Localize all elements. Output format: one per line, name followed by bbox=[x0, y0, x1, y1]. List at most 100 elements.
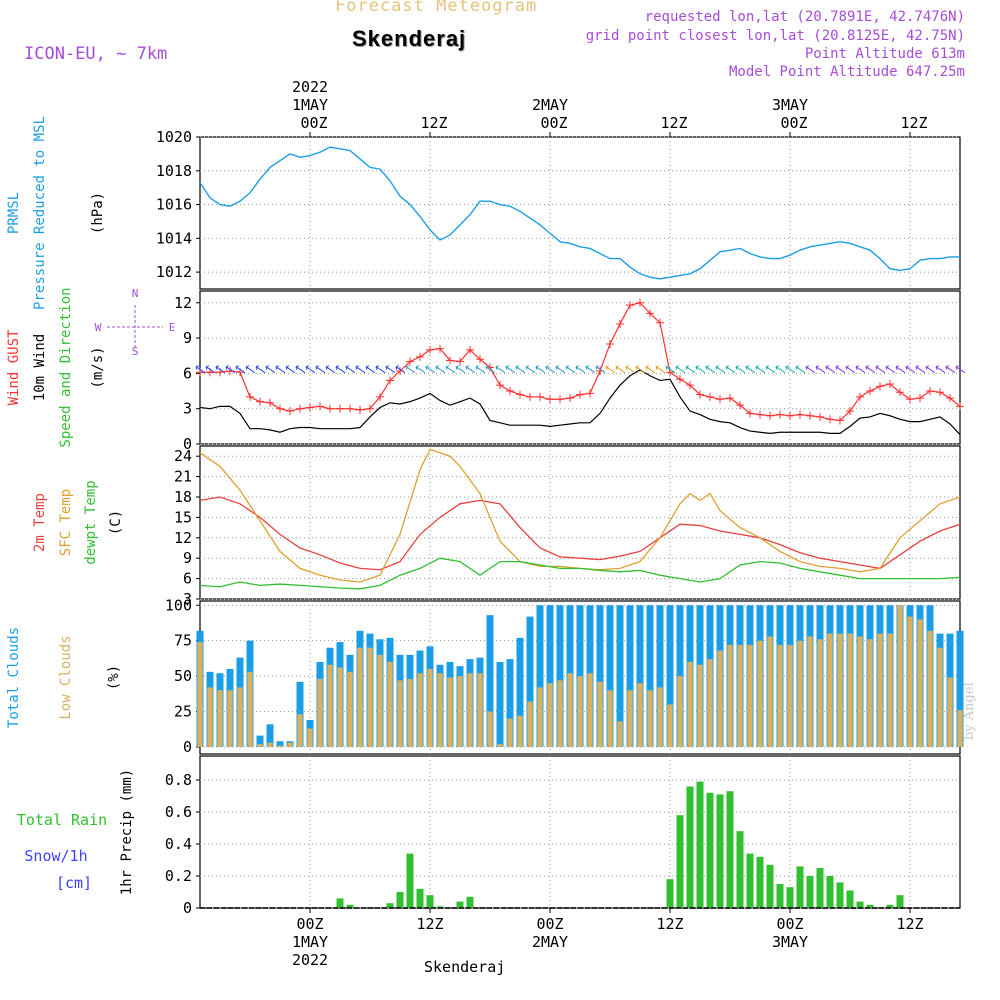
wind-direction-arrow bbox=[525, 365, 536, 374]
gust-marker bbox=[626, 301, 634, 310]
wind-direction-arrow bbox=[825, 365, 836, 374]
low-cloud-bar bbox=[567, 673, 573, 747]
low-cloud-bar bbox=[647, 690, 653, 747]
ytick-label: 1014 bbox=[156, 229, 192, 247]
low-cloud-bar bbox=[507, 718, 513, 747]
low-cloud-bar bbox=[477, 673, 483, 747]
panel-ylabel: (hPa) bbox=[90, 192, 106, 234]
low-cloud-bar bbox=[917, 619, 923, 747]
gust-marker bbox=[606, 339, 614, 348]
low-cloud-bar bbox=[437, 673, 443, 747]
wind-direction-arrow bbox=[355, 365, 366, 374]
total-cloud-bar bbox=[496, 661, 504, 747]
model-altitude: Model Point Altitude 647.25m bbox=[728, 64, 965, 80]
ytick-label: 75 bbox=[174, 632, 192, 650]
low-cloud-bar bbox=[927, 630, 933, 747]
wind-direction-arrow bbox=[595, 365, 606, 374]
wind-direction-arrow bbox=[785, 365, 796, 374]
rain-bar bbox=[886, 904, 894, 908]
low-cloud-bar bbox=[797, 640, 803, 747]
low-cloud-bar bbox=[817, 639, 823, 747]
wind-direction-arrow bbox=[935, 365, 946, 374]
gust-marker bbox=[636, 298, 644, 307]
rain-bar bbox=[406, 853, 414, 908]
wind-direction-arrow bbox=[795, 365, 806, 374]
wind-direction-arrow bbox=[615, 365, 626, 374]
total-cloud-bar bbox=[536, 605, 544, 747]
low-cloud-bar bbox=[957, 710, 963, 747]
total-cloud-bar bbox=[626, 605, 634, 747]
low-cloud-bar bbox=[407, 678, 413, 747]
wind-direction-arrow bbox=[485, 365, 496, 374]
gust-marker bbox=[566, 394, 574, 403]
low-cloud-bar bbox=[837, 633, 843, 747]
requested-coords: requested lon,lat (20.7891E, 42.7476N) bbox=[644, 9, 965, 25]
wind-direction-arrow bbox=[655, 365, 666, 374]
wind-direction-arrow bbox=[905, 365, 916, 374]
wind-direction-arrow bbox=[895, 365, 906, 374]
gust-marker bbox=[746, 409, 754, 418]
low-cloud-bar bbox=[557, 680, 563, 747]
wind-direction-arrow bbox=[215, 365, 226, 374]
wind-direction-arrow bbox=[285, 365, 296, 374]
gust-marker bbox=[406, 357, 414, 366]
ytick-label: 0.4 bbox=[165, 835, 192, 853]
wind-direction-arrow bbox=[445, 365, 456, 374]
rain-bar bbox=[436, 906, 444, 908]
gust-marker bbox=[906, 395, 914, 404]
model-label: ICON-EU, ~ 7km bbox=[24, 44, 168, 64]
wind-direction-arrow bbox=[535, 365, 546, 374]
ytick-label: 0 bbox=[183, 738, 192, 756]
wind-direction-arrow bbox=[385, 365, 396, 374]
gust-marker bbox=[456, 357, 464, 366]
gust-marker bbox=[646, 309, 654, 318]
rain-bar bbox=[806, 876, 814, 908]
low-cloud-bar bbox=[897, 605, 903, 747]
low-cloud-bar bbox=[317, 678, 323, 747]
bottom-time-label: 3MAY bbox=[772, 933, 808, 951]
low-cloud-bar bbox=[337, 667, 343, 747]
wind-direction-arrow bbox=[955, 365, 966, 374]
panel-ylabel: PRMSL bbox=[6, 192, 22, 234]
wind-direction-arrow bbox=[925, 365, 936, 374]
rain-bar bbox=[776, 884, 784, 908]
low-cloud-bar bbox=[757, 640, 763, 747]
gust-marker bbox=[286, 407, 294, 416]
gust-marker bbox=[916, 394, 924, 403]
wind-direction-arrow bbox=[465, 365, 476, 374]
low-cloud-bar bbox=[587, 673, 593, 747]
top-time-label: 00Z bbox=[780, 114, 807, 132]
gust-marker bbox=[776, 410, 784, 419]
wind-direction-arrow bbox=[225, 365, 236, 374]
low-cloud-bar bbox=[307, 728, 313, 747]
total-cloud-bar bbox=[556, 605, 564, 747]
wind-direction-arrow bbox=[405, 365, 416, 374]
bottom-time-label: 00Z bbox=[296, 915, 323, 933]
rain-bar bbox=[786, 887, 794, 908]
low-cloud-bar bbox=[577, 676, 583, 747]
ytick-label: 0.8 bbox=[165, 771, 192, 789]
panel-ylabel: 2m Temp bbox=[32, 493, 48, 552]
wind-direction-arrow bbox=[275, 365, 286, 374]
gridpoint-coords: grid point closest lon,lat (20.8125E, 42… bbox=[585, 28, 965, 44]
wind-direction-arrow bbox=[305, 365, 316, 374]
low-cloud-bar bbox=[627, 690, 633, 747]
wind-direction-arrow bbox=[565, 365, 576, 374]
gust-marker bbox=[446, 356, 454, 365]
wind-direction-arrow bbox=[455, 365, 466, 374]
wind-direction-arrow bbox=[425, 365, 436, 374]
low-cloud-bar bbox=[517, 715, 523, 747]
compass-north: N bbox=[132, 287, 139, 300]
wind-direction-arrow bbox=[725, 365, 736, 374]
rain-bar bbox=[846, 890, 854, 908]
bottom-time-label: 12Z bbox=[416, 915, 443, 933]
gust-marker bbox=[516, 390, 524, 399]
total-cloud-bar bbox=[256, 735, 264, 747]
meteogram-title: Forecast Meteogram bbox=[335, 0, 538, 16]
gust-marker bbox=[356, 405, 364, 414]
top-time-label: 2MAY bbox=[532, 96, 568, 114]
ytick-label: 12 bbox=[174, 529, 192, 547]
rain-bar bbox=[756, 856, 764, 908]
top-time-label: 2022 bbox=[292, 78, 328, 96]
gust-marker bbox=[706, 392, 714, 401]
